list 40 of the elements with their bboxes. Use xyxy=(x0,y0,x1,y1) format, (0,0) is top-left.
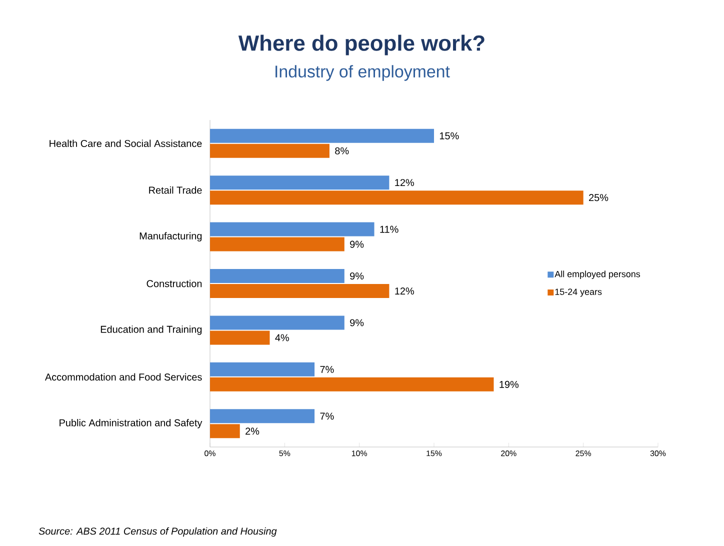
chart-title: Where do people work? xyxy=(238,34,484,56)
y-tick-label: Construction xyxy=(146,280,202,288)
legend-label: 15-24 years xyxy=(555,288,602,297)
y-tick-label: Accommodation and Food Services xyxy=(44,373,202,381)
bar xyxy=(210,316,344,330)
data-label: 12% xyxy=(395,179,414,186)
data-label: 9% xyxy=(350,272,364,280)
data-label: 11% xyxy=(380,226,398,233)
y-tick-label: Manufacturing xyxy=(140,232,202,242)
y-tick-label: Education and Training xyxy=(100,326,202,335)
bar xyxy=(210,269,344,284)
data-label: 25% xyxy=(589,194,608,202)
data-label: 19% xyxy=(500,380,519,388)
data-label: 7% xyxy=(320,366,334,373)
data-label: 12% xyxy=(395,288,414,295)
data-label: 15% xyxy=(440,132,459,140)
bar xyxy=(210,330,270,345)
bar xyxy=(210,144,330,158)
bar xyxy=(210,377,494,392)
bar xyxy=(210,176,390,190)
y-tick-label: Retail Trade xyxy=(149,186,202,194)
data-label: 4% xyxy=(275,334,289,342)
source-note: Source: ABS 2011 Census of Population and Housing xyxy=(38,527,277,537)
bar xyxy=(210,284,390,298)
data-label: 9% xyxy=(350,319,364,326)
bar xyxy=(210,424,240,438)
bar xyxy=(210,237,344,252)
data-label: 9% xyxy=(350,240,364,248)
bar xyxy=(210,362,315,376)
y-tick-label: Public Administration and Safety xyxy=(60,419,202,428)
data-label: 7% xyxy=(320,412,334,420)
bar xyxy=(210,222,374,236)
data-label: 2% xyxy=(246,428,260,435)
chart-subtitle: Industry of employment xyxy=(276,65,450,81)
bar xyxy=(210,128,434,143)
y-tick-label: Health Care and Social Assistance xyxy=(50,140,202,148)
data-label: 8% xyxy=(335,147,349,154)
legend-label: All employed persons xyxy=(554,270,640,279)
bar xyxy=(210,190,584,205)
bar xyxy=(210,409,315,424)
